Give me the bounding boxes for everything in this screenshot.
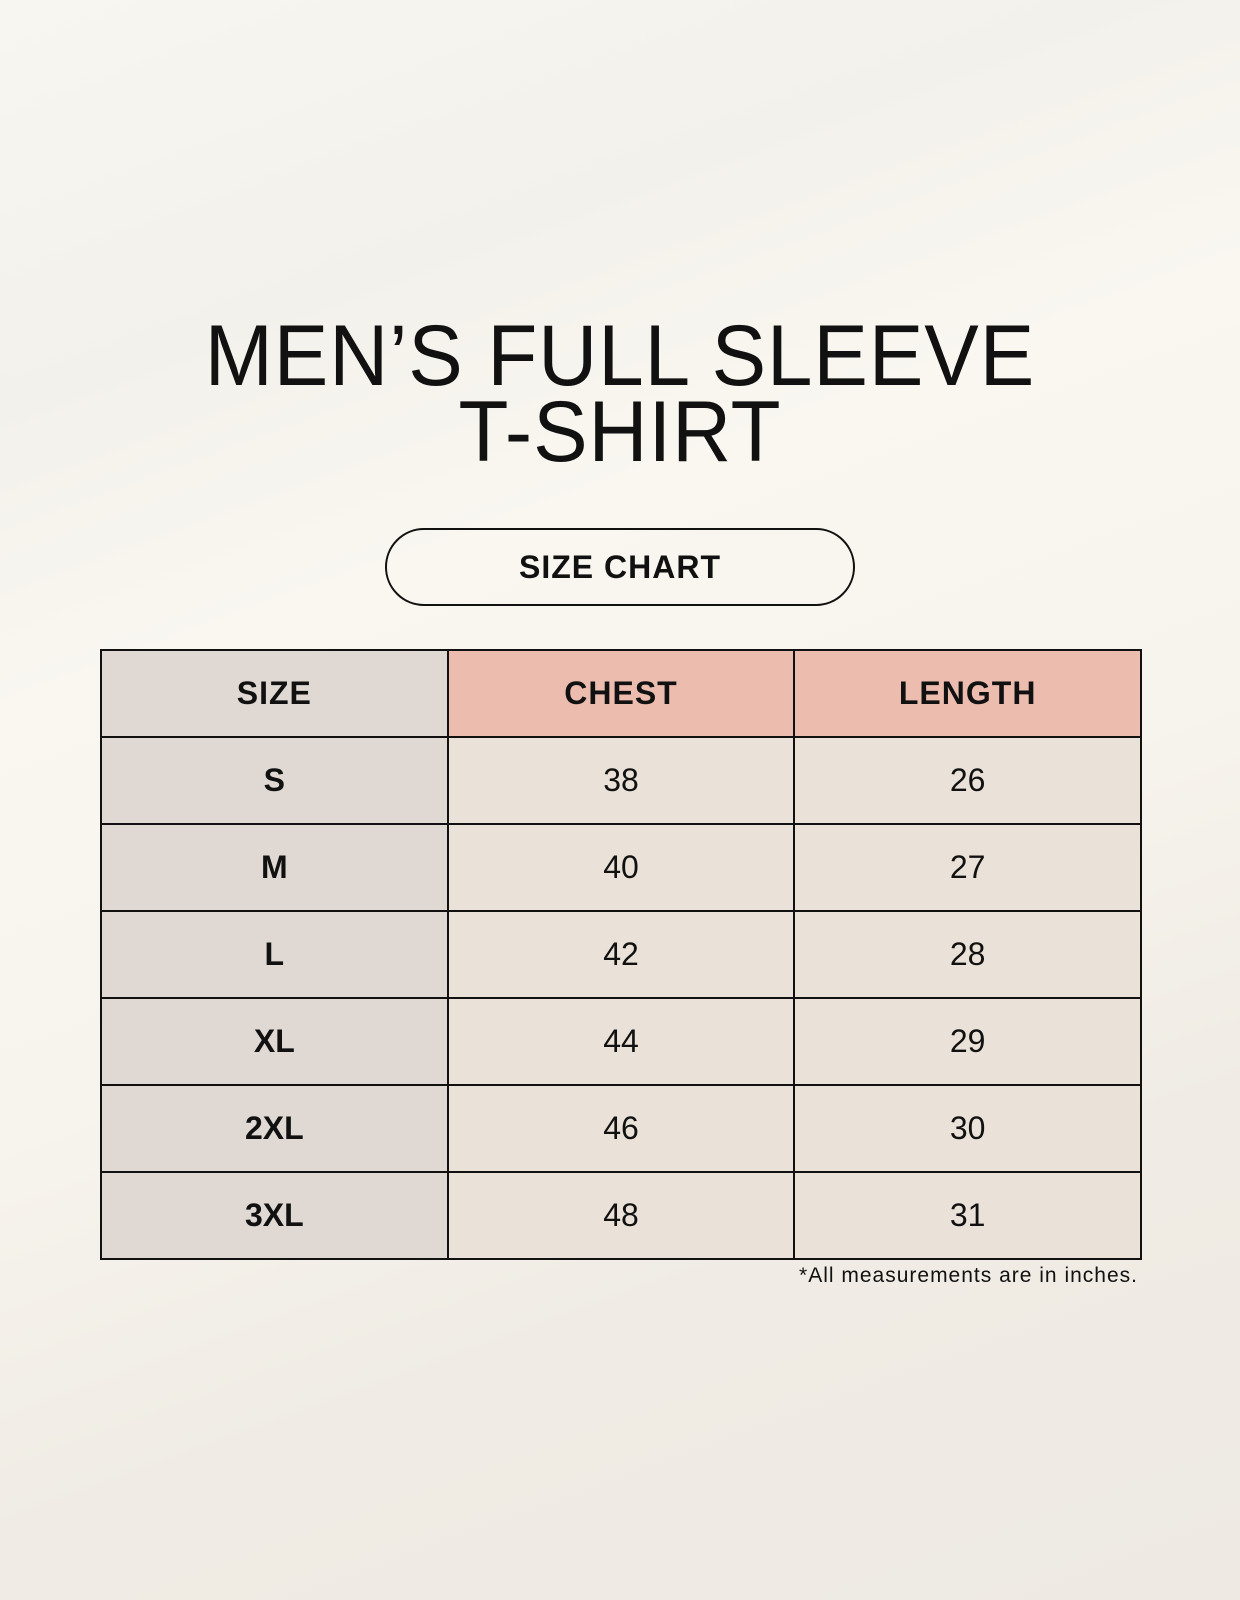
- size-cell: 2XL: [100, 1084, 449, 1173]
- table-row: XL 44 29: [100, 997, 1142, 1086]
- length-cell: 27: [793, 823, 1142, 912]
- table-row: L 42 28: [100, 910, 1142, 999]
- table-header-row: SIZE CHEST LENGTH: [100, 649, 1142, 738]
- length-cell: 26: [793, 736, 1142, 825]
- header-chest: CHEST: [446, 649, 796, 738]
- table-row: M 40 27: [100, 823, 1142, 912]
- table-row: 3XL 48 31: [100, 1171, 1142, 1260]
- size-cell: S: [100, 736, 449, 825]
- title-line-2: T-SHIRT: [458, 384, 782, 480]
- table-row: 2XL 46 30: [100, 1084, 1142, 1173]
- footnote: *All measurements are in inches.: [799, 1264, 1138, 1287]
- page-title: MEN’S FULL SLEEVE T-SHIRT: [31, 308, 1209, 480]
- size-table: SIZE CHEST LENGTH S 38 26 M 40 27 L 42 28 XL 44 29 2…: [100, 649, 1142, 1260]
- chest-cell: 48: [446, 1171, 796, 1260]
- size-cell: M: [100, 823, 449, 912]
- size-cell: L: [100, 910, 449, 999]
- title-line-1: MEN’S FULL SLEEVE: [204, 308, 1036, 404]
- table-row: S 38 26: [100, 736, 1142, 825]
- size-cell: XL: [100, 997, 449, 1086]
- length-cell: 30: [793, 1084, 1142, 1173]
- length-cell: 31: [793, 1171, 1142, 1260]
- chest-cell: 38: [446, 736, 796, 825]
- header-size: SIZE: [100, 649, 449, 738]
- chest-cell: 42: [446, 910, 796, 999]
- size-cell: 3XL: [100, 1171, 449, 1260]
- length-cell: 29: [793, 997, 1142, 1086]
- chest-cell: 46: [446, 1084, 796, 1173]
- header-length: LENGTH: [793, 649, 1142, 738]
- chest-cell: 44: [446, 997, 796, 1086]
- chest-cell: 40: [446, 823, 796, 912]
- size-chart-badge: SIZE CHART: [385, 528, 855, 606]
- length-cell: 28: [793, 910, 1142, 999]
